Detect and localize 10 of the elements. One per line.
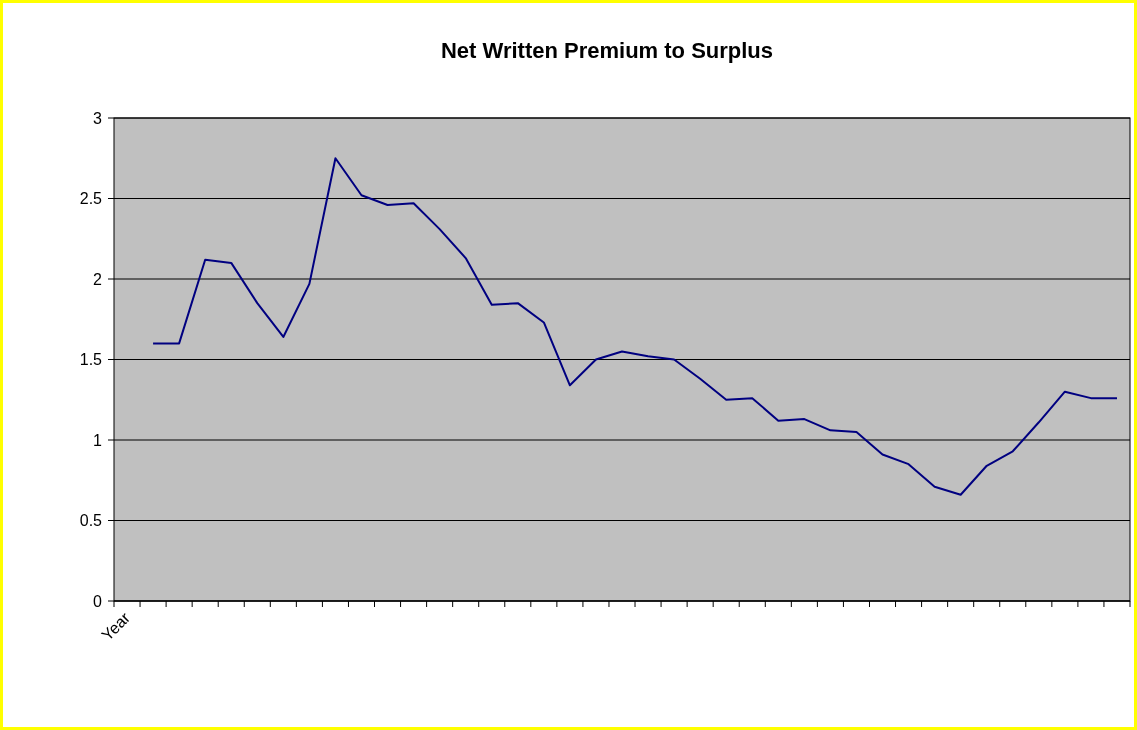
y-tick-label: 3 xyxy=(93,109,103,127)
y-tick-label: 0.5 xyxy=(79,512,103,530)
chart-title: Net Written Premium to Surplus xyxy=(440,38,774,63)
y-tick-label: 2.5 xyxy=(79,190,103,208)
line-series xyxy=(152,157,1118,496)
y-tick-label: 1 xyxy=(93,431,103,449)
y-tick-label: 1.5 xyxy=(79,351,103,369)
y-tick-label: 2 xyxy=(93,270,103,288)
x-tick-label: Year xyxy=(98,608,134,644)
y-tick-label: 0 xyxy=(93,592,103,610)
